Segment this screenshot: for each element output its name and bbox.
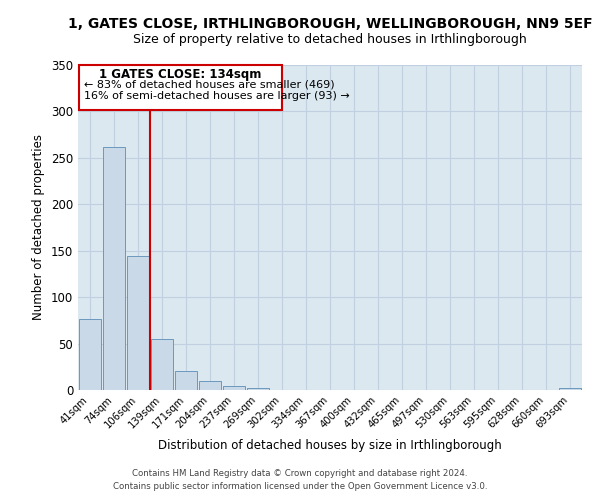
Text: 1, GATES CLOSE, IRTHLINGBOROUGH, WELLINGBOROUGH, NN9 5EF: 1, GATES CLOSE, IRTHLINGBOROUGH, WELLING… [68,18,592,32]
Bar [199,380,221,390]
Bar [151,339,173,390]
Text: ← 83% of detached houses are smaller (469): ← 83% of detached houses are smaller (46… [84,80,335,90]
Text: 1 GATES CLOSE: 134sqm: 1 GATES CLOSE: 134sqm [100,68,262,81]
Bar [79,320,101,390]
Text: Size of property relative to detached houses in Irthlingborough: Size of property relative to detached ho… [133,32,527,46]
X-axis label: Distribution of detached houses by size in Irthlingborough: Distribution of detached houses by size … [158,439,502,452]
FancyBboxPatch shape [79,65,282,110]
Y-axis label: Number of detached properties: Number of detached properties [32,134,46,320]
Text: 16% of semi-detached houses are larger (93) →: 16% of semi-detached houses are larger (… [84,91,350,101]
Bar [175,372,197,390]
Text: Contains public sector information licensed under the Open Government Licence v3: Contains public sector information licen… [113,482,487,491]
Bar [103,146,125,390]
Bar [247,388,269,390]
Bar [223,386,245,390]
Bar [559,388,581,390]
Text: Contains HM Land Registry data © Crown copyright and database right 2024.: Contains HM Land Registry data © Crown c… [132,468,468,477]
Bar [127,256,149,390]
